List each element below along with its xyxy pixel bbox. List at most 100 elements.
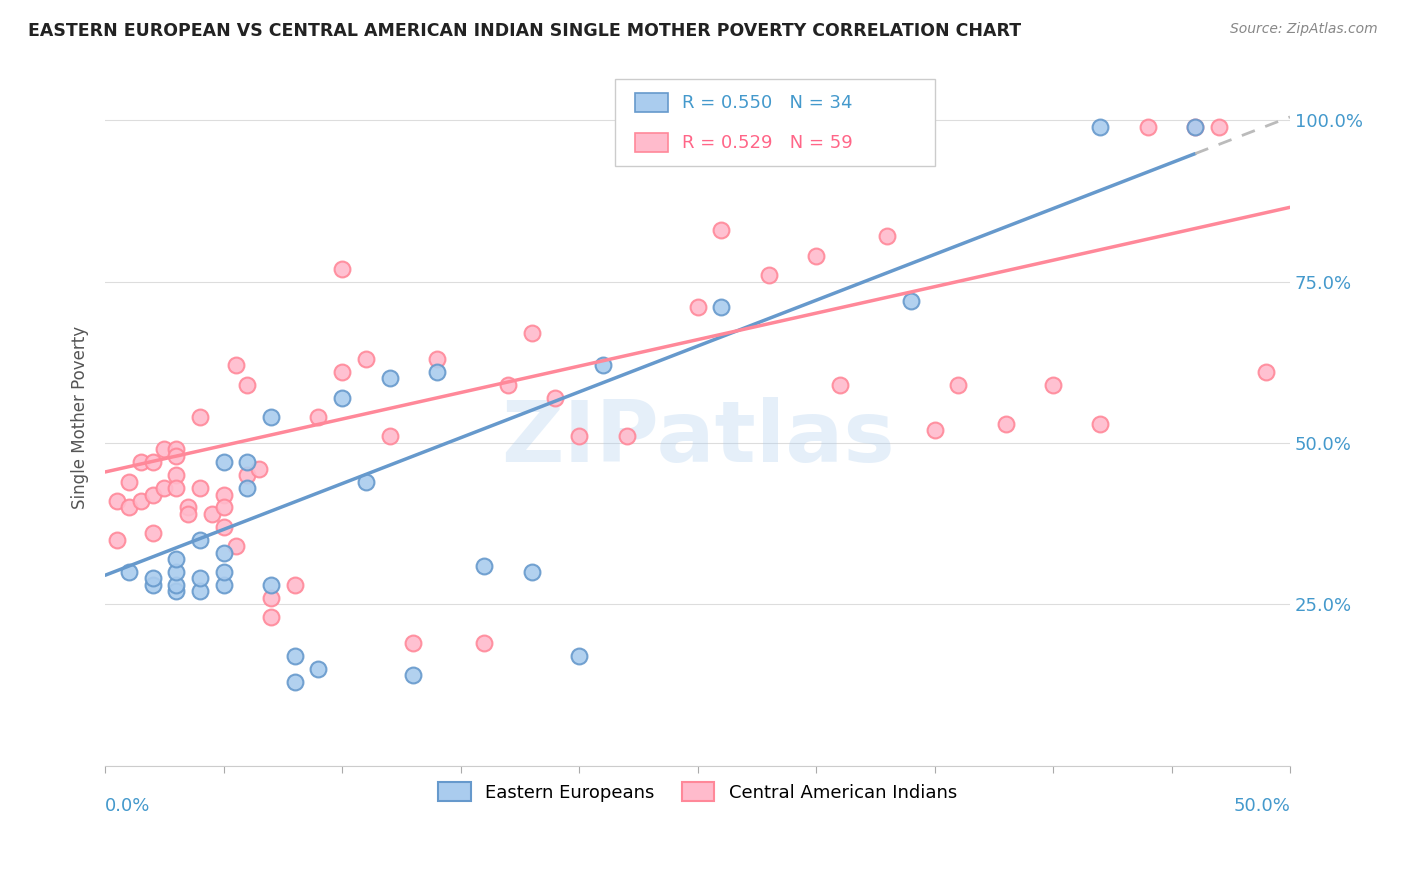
Point bbox=[212, 500, 235, 515]
Point bbox=[118, 475, 141, 489]
Point bbox=[188, 571, 211, 585]
Point bbox=[568, 648, 591, 663]
Point bbox=[188, 584, 211, 599]
Point bbox=[804, 249, 827, 263]
Point bbox=[876, 229, 898, 244]
Point bbox=[330, 391, 353, 405]
Point bbox=[236, 468, 259, 483]
Legend: Eastern Europeans, Central American Indians: Eastern Europeans, Central American Indi… bbox=[432, 775, 965, 809]
Point bbox=[378, 429, 401, 443]
Point bbox=[247, 461, 270, 475]
Point bbox=[924, 423, 946, 437]
Point bbox=[994, 417, 1017, 431]
Point bbox=[1090, 120, 1112, 134]
Point bbox=[153, 481, 176, 495]
Point bbox=[402, 668, 425, 682]
Point bbox=[118, 565, 141, 579]
Point bbox=[165, 578, 187, 592]
Point bbox=[105, 494, 128, 508]
Point bbox=[165, 584, 187, 599]
Point bbox=[308, 410, 330, 425]
Point bbox=[142, 578, 165, 592]
Point bbox=[260, 578, 283, 592]
Point bbox=[142, 455, 165, 469]
Point bbox=[472, 558, 495, 573]
Point bbox=[496, 377, 519, 392]
Y-axis label: Single Mother Poverty: Single Mother Poverty bbox=[72, 326, 89, 508]
Point bbox=[686, 301, 709, 315]
Point bbox=[165, 468, 187, 483]
Text: R = 0.550   N = 34: R = 0.550 N = 34 bbox=[682, 94, 852, 112]
Point bbox=[188, 533, 211, 547]
Point bbox=[188, 481, 211, 495]
Point bbox=[568, 429, 591, 443]
Point bbox=[212, 546, 235, 560]
Point bbox=[284, 648, 307, 663]
Point bbox=[1136, 120, 1159, 134]
Point bbox=[212, 565, 235, 579]
Point bbox=[616, 429, 638, 443]
Text: 50.0%: 50.0% bbox=[1233, 797, 1291, 815]
Point bbox=[225, 359, 247, 373]
Point bbox=[1184, 120, 1206, 134]
Point bbox=[426, 365, 449, 379]
Point bbox=[948, 377, 970, 392]
Point bbox=[354, 475, 377, 489]
Text: EASTERN EUROPEAN VS CENTRAL AMERICAN INDIAN SINGLE MOTHER POVERTY CORRELATION CH: EASTERN EUROPEAN VS CENTRAL AMERICAN IND… bbox=[28, 22, 1021, 40]
Point bbox=[592, 359, 614, 373]
Point bbox=[520, 565, 543, 579]
Bar bbox=[636, 133, 668, 153]
Point bbox=[165, 449, 187, 463]
Point bbox=[225, 539, 247, 553]
Point bbox=[188, 410, 211, 425]
Point bbox=[330, 365, 353, 379]
Point bbox=[236, 455, 259, 469]
Point bbox=[165, 552, 187, 566]
Point bbox=[129, 455, 152, 469]
Point bbox=[1090, 417, 1112, 431]
Point bbox=[544, 391, 567, 405]
Point bbox=[284, 578, 307, 592]
Point bbox=[177, 500, 200, 515]
Point bbox=[378, 371, 401, 385]
Point bbox=[426, 351, 449, 366]
Text: R = 0.529   N = 59: R = 0.529 N = 59 bbox=[682, 134, 853, 152]
Point bbox=[201, 507, 224, 521]
Point bbox=[402, 636, 425, 650]
Point bbox=[284, 674, 307, 689]
Point bbox=[165, 442, 187, 457]
Point bbox=[165, 481, 187, 495]
Point bbox=[710, 301, 733, 315]
Point bbox=[212, 455, 235, 469]
Point bbox=[236, 481, 259, 495]
Point bbox=[165, 565, 187, 579]
Point bbox=[520, 326, 543, 341]
Point bbox=[1042, 377, 1064, 392]
Point bbox=[177, 507, 200, 521]
Point bbox=[1256, 365, 1278, 379]
Point bbox=[308, 662, 330, 676]
Point bbox=[260, 610, 283, 624]
Point bbox=[129, 494, 152, 508]
Point bbox=[142, 487, 165, 501]
Point bbox=[212, 520, 235, 534]
Point bbox=[330, 261, 353, 276]
Point bbox=[142, 526, 165, 541]
Point bbox=[260, 410, 283, 425]
Point bbox=[153, 442, 176, 457]
Point bbox=[105, 533, 128, 547]
Point bbox=[260, 591, 283, 605]
Point bbox=[828, 377, 851, 392]
Point bbox=[212, 487, 235, 501]
Point bbox=[758, 268, 780, 282]
Point bbox=[212, 578, 235, 592]
Point bbox=[118, 500, 141, 515]
Text: 0.0%: 0.0% bbox=[105, 797, 150, 815]
Point bbox=[354, 351, 377, 366]
Point bbox=[710, 223, 733, 237]
Text: Source: ZipAtlas.com: Source: ZipAtlas.com bbox=[1230, 22, 1378, 37]
Point bbox=[142, 571, 165, 585]
Bar bbox=[636, 93, 668, 112]
FancyBboxPatch shape bbox=[614, 79, 935, 166]
Point bbox=[236, 377, 259, 392]
